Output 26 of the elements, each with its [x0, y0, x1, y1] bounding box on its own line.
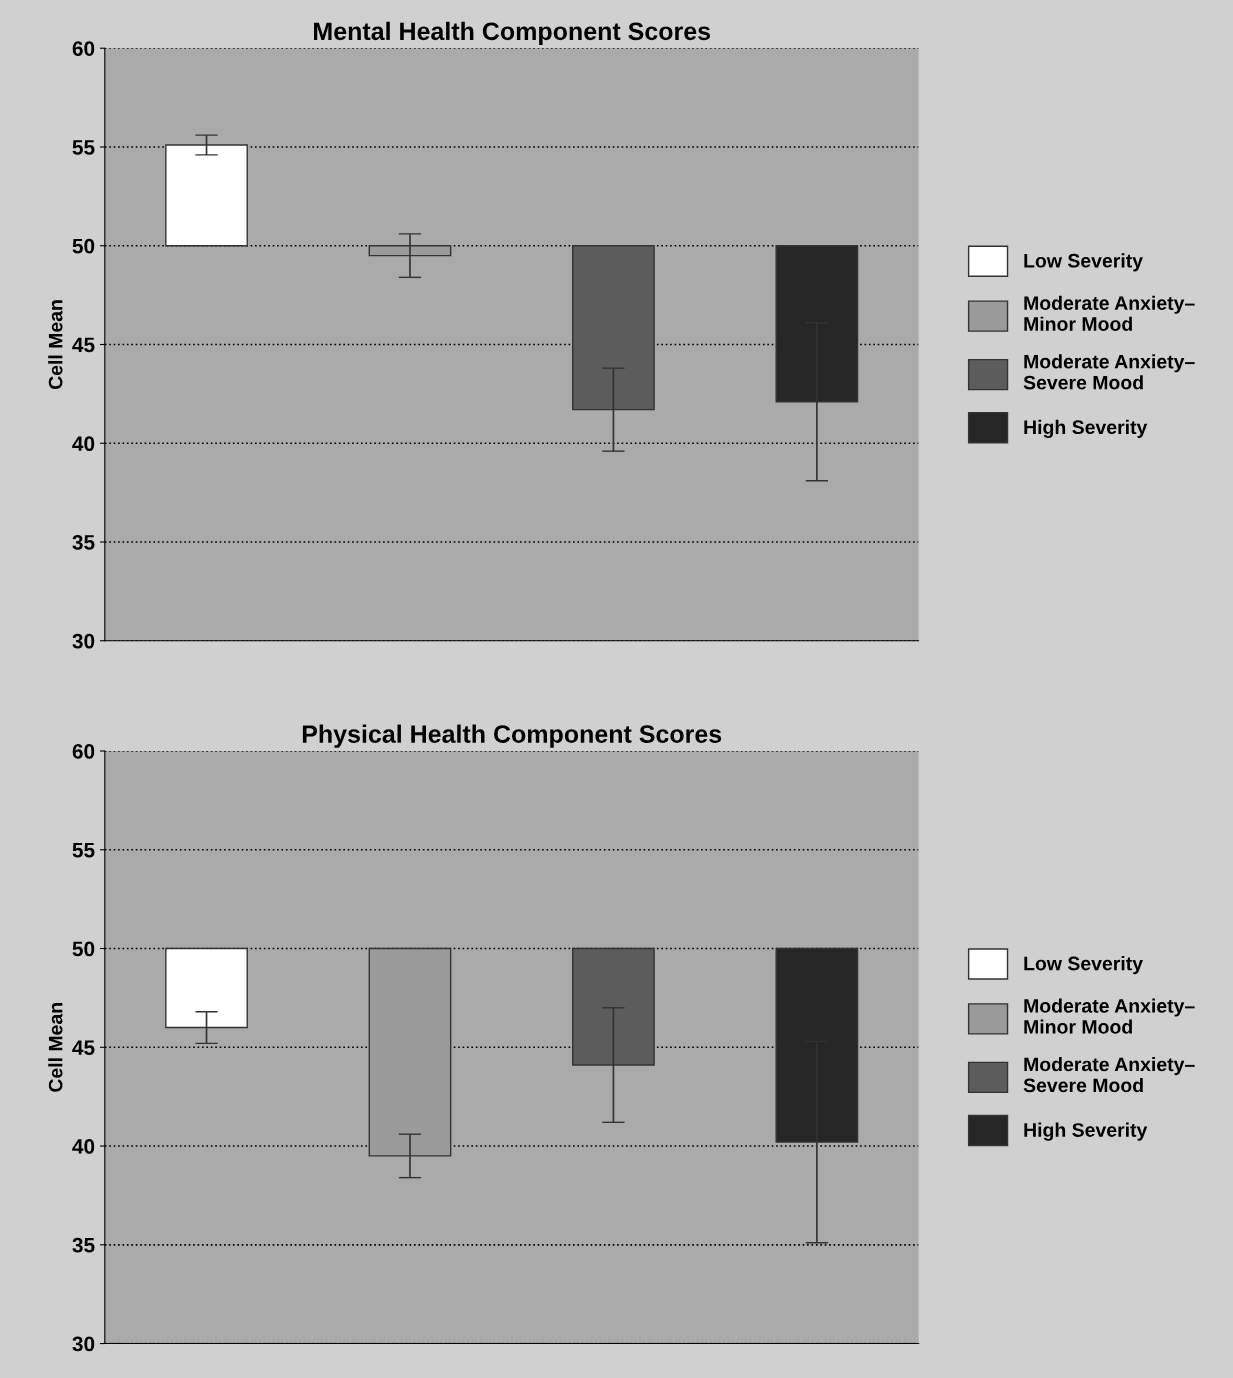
y-axis-title: Cell Mean	[48, 1003, 63, 1092]
legend-label: Moderate Anxiety– Severe Mood	[1023, 354, 1195, 390]
y-tick-label: 35	[72, 535, 95, 550]
y-tick-label: 45	[72, 337, 95, 353]
legend-label: Low Severity	[1024, 956, 1143, 975]
legend-label: Low Severity	[1024, 253, 1143, 272]
y-tick-label: 60	[72, 744, 95, 759]
y-axis-title: Cell Mean	[48, 300, 63, 390]
chart-title: Physical Health Component Scores	[302, 724, 722, 748]
chart-title: Mental Health Component Scores	[314, 21, 711, 46]
y-tick-label: 30	[72, 633, 95, 649]
legend-label: High Severity	[1024, 1122, 1148, 1141]
y-tick-label: 55	[72, 140, 95, 155]
legend-label: Moderate Anxiety– Minor Mood	[1024, 295, 1195, 331]
y-tick-label: 45	[72, 1040, 95, 1056]
y-tick-label: 40	[72, 1139, 95, 1154]
y-tick-label: 50	[72, 941, 95, 957]
y-tick-label: 55	[72, 842, 95, 858]
y-tick-label: 35	[72, 1237, 95, 1253]
legend-label: High Severity	[1024, 419, 1148, 439]
legend-label: Moderate Anxiety– Severe Mood	[1023, 1057, 1195, 1093]
legend-label: Moderate Anxiety– Minor Mood	[1024, 998, 1195, 1034]
y-tick-label: 30	[72, 1336, 95, 1352]
y-tick-label: 40	[72, 436, 95, 452]
y-tick-label: 50	[72, 238, 95, 254]
y-tick-label: 60	[72, 41, 95, 56]
